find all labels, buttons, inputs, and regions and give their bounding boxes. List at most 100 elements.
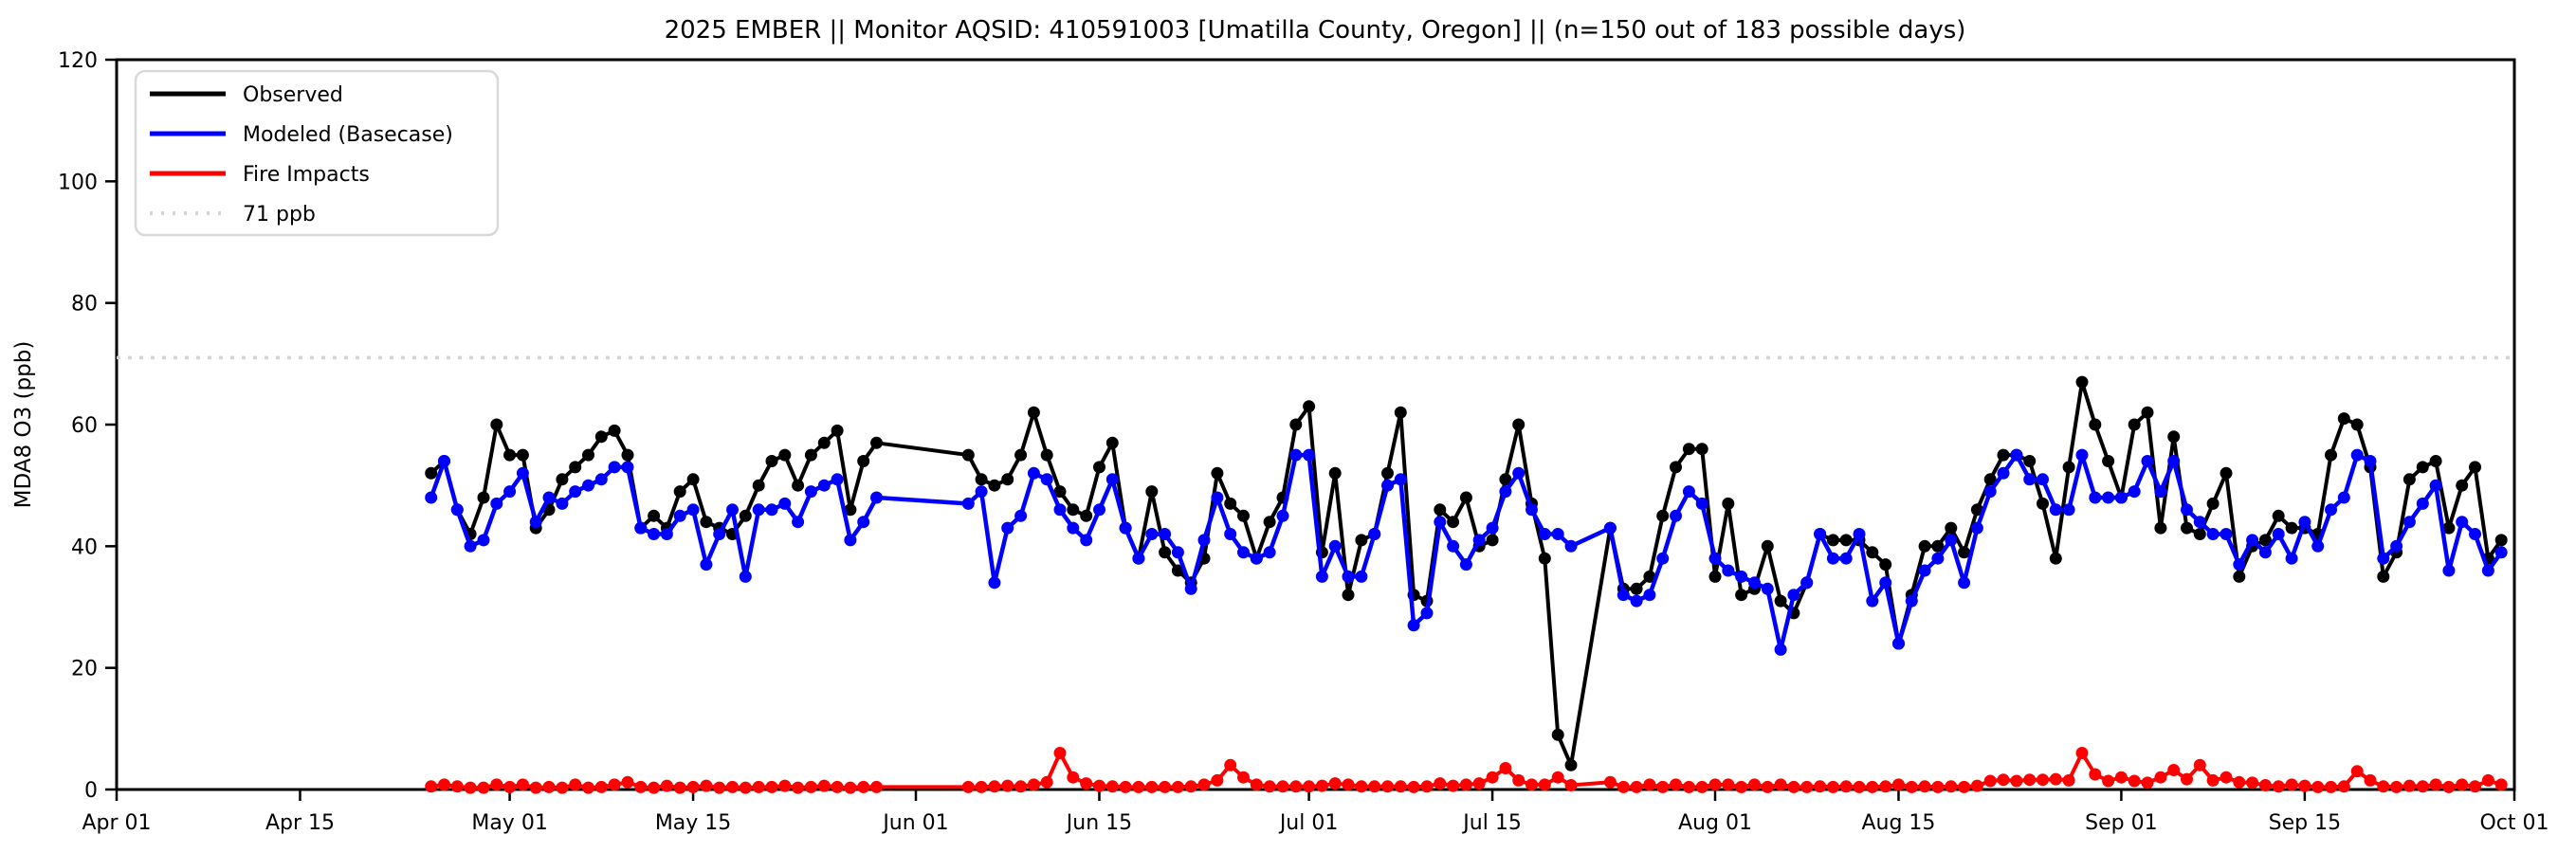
series-fire-impacts-marker <box>1355 780 1368 793</box>
series-fire-impacts-marker <box>752 780 765 793</box>
series-fire-impacts-marker <box>1381 780 1394 793</box>
series-modeled-basecase-marker <box>1761 582 1774 595</box>
series-fire-impacts-marker <box>1289 780 1303 793</box>
series-observed-marker <box>2233 570 2246 583</box>
series-modeled-basecase-marker <box>621 461 634 474</box>
series-fire-impacts-marker <box>1826 780 1839 793</box>
series-fire-impacts-marker <box>2298 779 2311 792</box>
series-observed-marker <box>2193 528 2206 540</box>
series-modeled-basecase-marker <box>1080 534 1093 547</box>
series-fire-impacts-marker <box>2285 778 2298 791</box>
series-fire-impacts-marker <box>1761 780 1774 793</box>
series-fire-impacts-marker <box>2128 774 2141 788</box>
y-tick-label: 0 <box>84 779 98 803</box>
series-observed-marker <box>1342 589 1355 602</box>
series-fire-impacts-marker <box>1145 780 1159 793</box>
series-modeled-basecase-marker <box>1958 576 1971 590</box>
series-modeled-basecase-marker <box>831 473 844 486</box>
series-modeled-basecase-marker <box>1774 643 1787 656</box>
series-modeled-basecase-marker <box>1171 546 1184 559</box>
series-fire-impacts-marker <box>1512 773 1526 787</box>
series-observed-marker <box>582 448 594 462</box>
series-observed-marker <box>1551 728 1564 741</box>
series-observed-marker <box>2167 430 2181 444</box>
series-fire-impacts-marker <box>1197 778 1211 791</box>
y-axis-label: MDA8 O3 (ppb) <box>11 341 36 509</box>
series-observed-marker <box>1708 570 1722 583</box>
series-fire-impacts-marker <box>988 780 1001 793</box>
series-modeled-basecase-marker <box>542 491 556 504</box>
series-modeled-basecase-marker <box>1119 521 1132 535</box>
series-fire-impacts-marker <box>490 778 503 791</box>
series-modeled-basecase-marker <box>569 485 582 499</box>
series-modeled-basecase-marker <box>1355 570 1368 583</box>
series-fire-impacts-marker <box>1040 775 1053 789</box>
series-fire-impacts-marker <box>2206 773 2220 787</box>
legend-label-2: Modeled (Basecase) <box>243 123 453 147</box>
y-tick-label: 20 <box>71 658 98 681</box>
series-fire-impacts-marker <box>621 775 634 789</box>
series-fire-impacts-marker <box>2089 768 2102 781</box>
series-modeled-basecase-marker <box>438 455 450 467</box>
series-fire-impacts-marker <box>648 781 661 794</box>
series-fire-impacts-marker <box>1879 780 1892 793</box>
y-tick-label: 60 <box>71 414 98 438</box>
series-observed-marker <box>2141 406 2154 419</box>
series-observed-marker <box>2037 497 2049 510</box>
series-fire-impacts-marker <box>1551 771 1564 784</box>
series-observed-marker <box>1931 539 1945 553</box>
series-fire-impacts-marker <box>1748 778 1761 791</box>
series-observed-marker <box>2089 418 2102 431</box>
series-fire-impacts-marker <box>594 780 608 793</box>
series-modeled-basecase-marker <box>673 509 686 522</box>
series-observed-marker <box>1958 546 1971 559</box>
series-observed-marker <box>1499 473 1512 486</box>
series-modeled-basecase-marker <box>1499 485 1512 499</box>
series-fire-impacts-marker <box>1407 780 1420 793</box>
series-modeled-basecase-marker <box>2364 455 2377 467</box>
x-tick-label: Jun 15 <box>1065 811 1132 835</box>
series-fire-impacts-marker <box>975 780 988 793</box>
series-observed-marker <box>1970 503 1983 517</box>
series-modeled-basecase-marker <box>2167 455 2181 467</box>
series-fire-impacts-marker <box>450 780 464 793</box>
series-modeled-basecase-marker <box>1735 570 1748 583</box>
series-observed-marker <box>2102 455 2115 467</box>
series-modeled-basecase-marker <box>516 466 529 480</box>
series-fire-impacts-marker <box>1001 779 1014 792</box>
series-modeled-basecase-marker <box>503 485 517 499</box>
series-modeled-basecase-marker <box>2128 485 2141 499</box>
series-modeled-basecase-marker <box>817 479 831 492</box>
series-modeled-basecase-marker <box>1407 619 1420 632</box>
x-tick-label: Apr 15 <box>265 811 335 835</box>
series-modeled-basecase-marker <box>2429 479 2442 492</box>
series-modeled-basecase-marker <box>1250 552 1263 565</box>
series-modeled-basecase-marker <box>1315 570 1328 583</box>
series-modeled-basecase-marker <box>2416 497 2429 510</box>
series-fire-impacts-marker <box>1918 780 1931 793</box>
series-fire-impacts-marker <box>2102 774 2115 788</box>
series-fire-impacts-marker <box>2469 780 2481 793</box>
series-fire-impacts-marker <box>1211 773 1224 787</box>
legend-label-4: 71 ppb <box>243 203 316 227</box>
series-observed-marker <box>831 424 844 437</box>
series-modeled-basecase-marker <box>2481 564 2494 577</box>
series-fire-impacts-marker <box>2350 765 2364 778</box>
series-fire-impacts-marker <box>1472 777 1486 790</box>
series-observed-marker <box>477 491 490 504</box>
series-modeled-basecase-marker <box>1708 552 1722 565</box>
series-fire-impacts-marker <box>2429 778 2442 791</box>
series-observed-marker <box>2377 570 2390 583</box>
series-observed-marker <box>1670 461 1682 474</box>
series-modeled-basecase-marker <box>1526 503 1538 517</box>
series-observed-marker <box>594 430 608 444</box>
series-fire-impacts-marker <box>1643 778 1656 791</box>
series-modeled-basecase-marker <box>1682 485 1695 499</box>
series-observed-marker <box>2337 412 2350 426</box>
series-fire-impacts-marker <box>2141 776 2154 789</box>
series-observed-marker <box>2402 473 2416 486</box>
series-observed-marker <box>1303 400 1316 413</box>
series-fire-impacts-marker <box>1119 780 1132 793</box>
series-fire-impacts-marker <box>1735 780 1748 793</box>
